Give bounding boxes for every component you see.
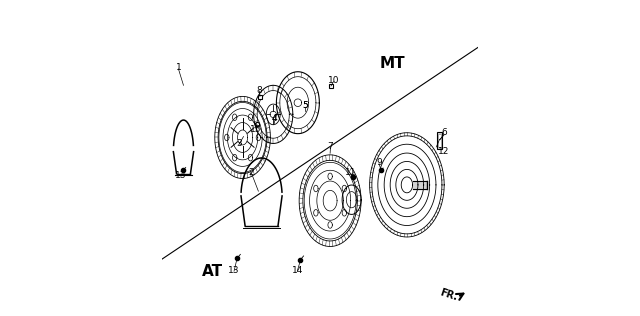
FancyBboxPatch shape [438,134,441,147]
Text: 6: 6 [441,128,447,137]
Text: 5: 5 [302,101,308,110]
FancyBboxPatch shape [436,132,442,149]
Text: 1: 1 [175,64,181,72]
Text: 13: 13 [228,266,240,275]
Text: 3: 3 [236,139,242,148]
Text: 14: 14 [292,266,303,275]
Text: 4: 4 [271,114,277,123]
Text: 8: 8 [257,86,262,94]
Text: 5: 5 [302,101,308,110]
Text: 2: 2 [248,168,254,177]
Text: FR.: FR. [438,287,459,302]
Text: 4: 4 [271,114,277,123]
Text: 15: 15 [250,125,262,134]
Text: 9: 9 [376,158,382,167]
Text: 12: 12 [438,147,449,156]
Text: 7: 7 [328,143,333,151]
Text: 13: 13 [175,171,187,180]
Text: AT: AT [202,264,223,279]
Text: MT: MT [380,56,406,71]
Text: 11: 11 [345,168,356,177]
Text: 10: 10 [328,76,339,85]
